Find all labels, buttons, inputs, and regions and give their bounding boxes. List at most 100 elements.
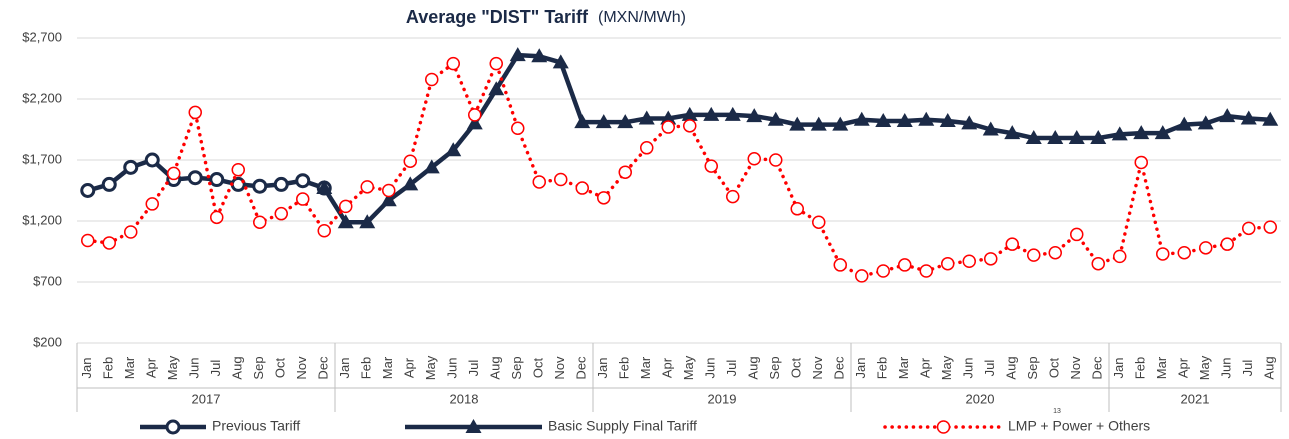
x-tick-label: Jan [853,358,868,379]
data-point [187,170,203,186]
x-tick-label: Feb [359,357,374,379]
data-point [1070,227,1084,242]
x-tick-label: Mar [638,356,653,379]
data-point [1113,249,1127,264]
data-point [488,81,505,96]
data-point [982,121,999,136]
data-point [317,224,331,238]
data-point [209,172,225,188]
x-tick-label: Aug [746,356,761,379]
series-line [322,52,1271,225]
data-point [832,116,849,131]
data-point [919,264,933,278]
unit-label: (MXN/MWh) [598,9,686,26]
data-point [704,159,718,173]
data-point [726,189,740,204]
data-point [425,72,439,87]
x-tick-label: Oct [1047,358,1062,379]
x-tick-label: Jun [1219,358,1234,379]
data-point [875,112,892,127]
data-point [1154,125,1171,140]
data-point [509,47,526,62]
data-point [1199,241,1213,255]
data-point [359,214,376,229]
x-tick-label: Apr [660,357,675,378]
x-tick-label: May [423,355,438,380]
data-point [145,197,159,211]
data-point [296,192,310,206]
data-point [489,56,503,71]
data-point [918,111,935,126]
data-point [1068,130,1085,145]
x-tick-label: Apr [918,357,933,378]
chart-title: Average "DIST" Tariff [406,7,589,27]
x-tick-label: Nov [1068,356,1083,380]
legend-label: Basic Supply Final Tariff [548,418,697,434]
data-point [1263,220,1277,234]
x-tick-label: Mar [896,356,911,379]
data-point [102,236,116,250]
x-tick-label: Jun [961,358,976,379]
x-tick-label: Nov [294,356,309,380]
data-point [531,48,548,63]
data-point [876,264,890,278]
y-tick-label: $1,200 [22,212,62,227]
x-tick-label: Mar [122,356,137,379]
x-tick-label: Feb [101,357,116,379]
x-tick-label: Jul [208,360,223,377]
data-point [403,154,417,168]
data-point [188,105,202,120]
data-point [595,114,612,129]
x-tick-label: Aug [488,356,503,379]
x-group-label: 2021 [1181,391,1210,406]
data-point [703,106,720,121]
data-point [747,152,761,166]
data-point [295,173,311,189]
x-tick-label: Jul [982,360,997,377]
x-tick-label: Jan [337,358,352,379]
data-point [1242,221,1256,236]
data-point [252,178,268,194]
legend-marker [165,419,181,435]
data-point [810,116,827,131]
x-tick-label: Apr [402,357,417,378]
legend-label: Previous Tariff [212,418,300,434]
data-point [274,206,288,221]
data-point [80,183,96,198]
x-tick-label: Dec [832,356,847,380]
data-point [1220,237,1234,251]
data-point [1177,245,1191,260]
data-point [1027,248,1041,262]
legend-marker [465,419,482,433]
data-point [144,152,160,168]
x-group-label: 2019 [708,391,737,406]
data-point [617,114,634,129]
x-tick-label: Feb [875,357,890,379]
x-tick-label: May [1197,355,1212,380]
series-line [87,157,325,193]
data-point [337,214,354,229]
x-tick-label: Sep [509,356,524,379]
data-point [1176,116,1193,131]
data-point [640,141,654,155]
data-point [253,215,267,229]
data-point [1048,245,1062,260]
x-tick-label: May [165,355,180,380]
legend-marker [936,420,951,434]
data-point [360,180,374,194]
x-tick-label: Nov [552,356,567,380]
data-point [446,56,460,71]
x-tick-label: Jan [1111,358,1126,379]
data-point [1111,126,1128,141]
data-point [511,121,525,136]
data-point [339,199,353,214]
x-tick-label: Mar [1154,356,1169,379]
x-tick-label: Jan [595,358,610,379]
data-point [167,166,181,181]
data-point [941,256,955,271]
data-point [1133,125,1150,140]
data-point [466,115,483,130]
data-point [812,215,826,229]
data-point [101,176,117,192]
